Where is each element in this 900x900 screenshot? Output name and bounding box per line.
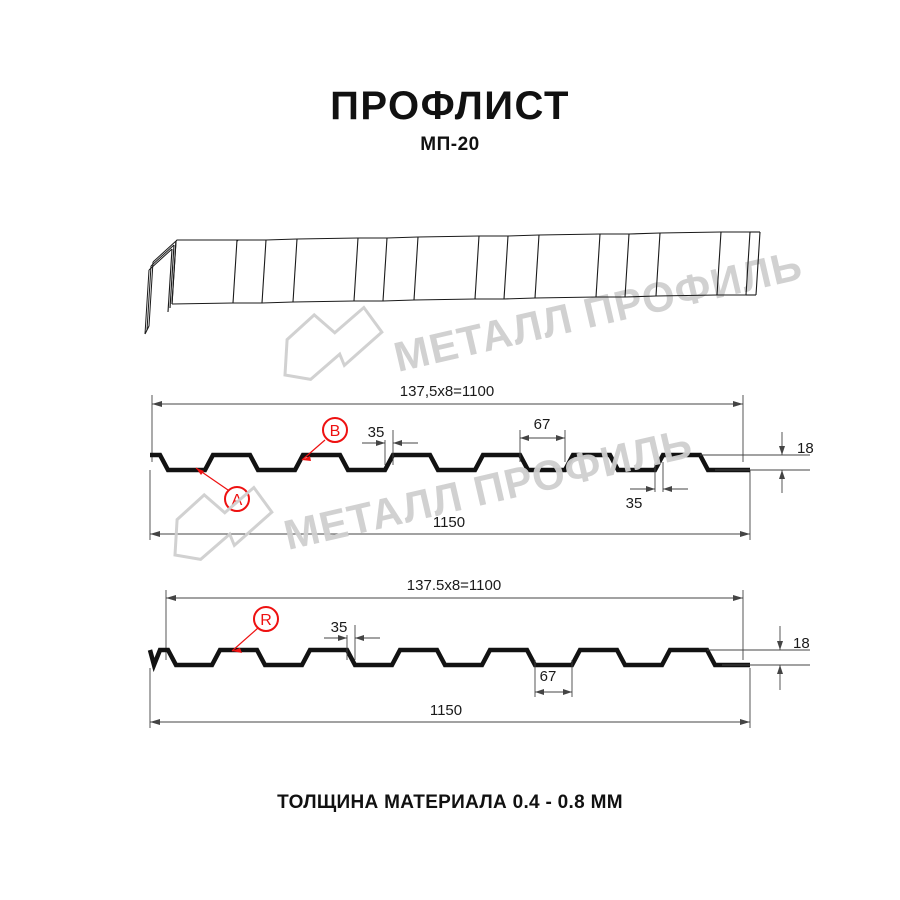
callout-a: A	[195, 467, 250, 512]
profile-section-b	[147, 647, 750, 673]
dimension-18-b	[707, 626, 810, 690]
dimension-18-a	[700, 432, 810, 493]
dimension-label-bottom-b: 1150	[430, 702, 462, 719]
section-view-a: 137,5x8=1100 1150 35	[149, 383, 814, 540]
dimension-label-67-a: 67	[534, 416, 551, 433]
dimension-35-b	[324, 625, 380, 660]
model-designation: МП-20	[420, 134, 480, 155]
isometric-profile-view	[144, 231, 761, 335]
callout-r-label: R	[260, 612, 272, 629]
dimension-bottom-a	[149, 470, 751, 540]
dimension-67-a	[519, 430, 566, 462]
section-view-b: 137.5x8=1100 1150 35	[147, 577, 810, 728]
watermark-top: МЕТАЛЛ ПРОФИЛЬ	[283, 241, 807, 381]
dimension-top-a	[151, 395, 744, 462]
dimension-label-35-right-a: 35	[626, 495, 643, 512]
profile-section-a	[150, 452, 750, 473]
callout-r: R	[231, 606, 279, 653]
callout-b-circle	[322, 417, 348, 443]
dimension-35-left-a	[362, 430, 418, 465]
dimension-label-top-a: 137,5x8=1100	[400, 383, 494, 400]
callout-a-circle	[224, 486, 250, 512]
watermark-logo-icon	[283, 305, 384, 381]
callout-b-label: B	[330, 423, 341, 440]
page-title: ПРОФЛИСТ	[330, 84, 570, 128]
dimension-35-right-a	[630, 462, 688, 492]
dimension-67-b	[534, 660, 573, 697]
dimension-label-top-b: 137.5x8=1100	[407, 577, 501, 594]
callout-b: B	[301, 417, 348, 461]
watermark-logo-icon	[173, 485, 274, 561]
dimension-label-35-left-a: 35	[368, 424, 385, 441]
dimension-label-bottom-a: 1150	[433, 514, 465, 531]
dimension-label-18-a: 18	[797, 440, 814, 457]
material-thickness-note: ТОЛЩИНА МАТЕРИАЛА 0.4 - 0.8 ММ	[277, 792, 623, 813]
dimension-label-35-b: 35	[331, 619, 348, 636]
callout-r-circle	[253, 606, 279, 632]
dimension-label-18-b: 18	[793, 635, 810, 652]
dimension-label-67-b: 67	[540, 668, 557, 685]
dimension-bottom-b	[149, 668, 751, 728]
